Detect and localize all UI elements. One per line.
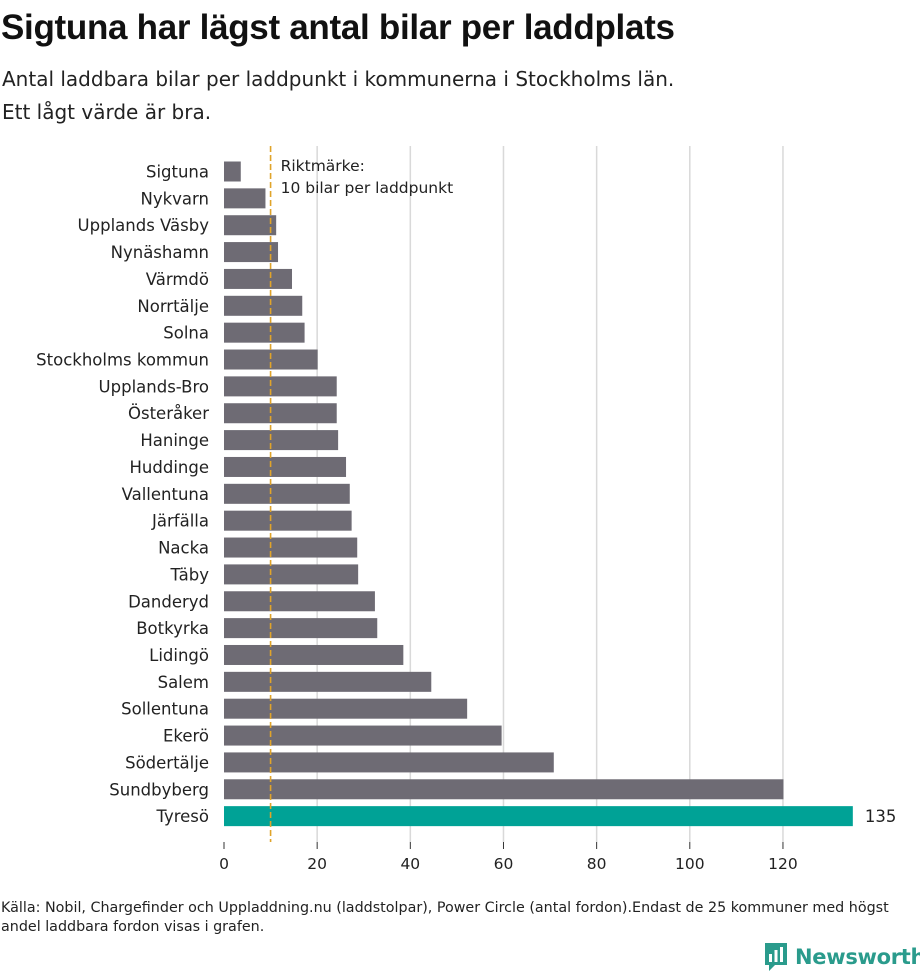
category-label: Nykvarn [141, 189, 210, 208]
category-label: Södertälje [125, 753, 209, 772]
x-tick-label: 20 [307, 855, 327, 873]
bar [224, 268, 293, 289]
x-axis: 0 20 40 60 80 100 120 [219, 842, 798, 873]
category-label: Salem [158, 673, 209, 692]
bar [224, 564, 359, 585]
x-tick-label: 40 [400, 855, 420, 873]
bar [224, 430, 339, 451]
category-label: Järfälla [151, 512, 209, 531]
category-label: Haninge [140, 431, 209, 450]
category-label: Sigtuna [146, 163, 209, 182]
bar [224, 295, 303, 316]
category-label: Lidingö [149, 646, 209, 665]
bar [224, 806, 853, 827]
bar [224, 349, 318, 370]
newsworthy-logo: Newsworthy [763, 940, 920, 974]
reference-label-line-2: 10 bilar per laddpunkt [281, 179, 454, 197]
bar [224, 242, 279, 263]
value-label: 135 [865, 807, 897, 826]
chart-subtitle: Antal laddbara bilar per laddpunkt i kom… [2, 63, 902, 129]
bar [224, 725, 502, 746]
category-label: Upplands Väsby [78, 216, 210, 235]
bar [224, 376, 337, 397]
bar [224, 510, 352, 531]
category-label: Upplands-Bro [99, 377, 209, 396]
x-tick-label: 0 [219, 855, 229, 873]
x-tick-label: 100 [675, 855, 705, 873]
bar [224, 779, 784, 800]
category-label: Botkyrka [136, 619, 209, 638]
bar [224, 456, 347, 477]
subtitle-line-1: Antal laddbara bilar per laddpunkt i kom… [2, 67, 675, 91]
category-label: Vallentuna [122, 485, 209, 504]
category-label: Värmdö [146, 270, 209, 289]
category-label: Tyresö [155, 807, 209, 826]
newsworthy-logo-icon [765, 943, 787, 971]
bar [224, 698, 468, 719]
bar [224, 537, 358, 558]
bar [224, 215, 277, 236]
category-label: Huddinge [130, 458, 209, 477]
category-label: Sollentuna [121, 700, 209, 719]
bar [224, 752, 554, 773]
category-label: Stockholms kommun [36, 351, 209, 370]
category-label: Norrtälje [137, 297, 209, 316]
reference-line-group: Riktmärke: 10 bilar per laddpunkt [269, 146, 454, 842]
category-label: Danderyd [128, 592, 209, 611]
category-label: Ekerö [163, 727, 209, 746]
category-label: Nacka [158, 539, 209, 558]
bar [224, 618, 378, 639]
subtitle-line-2: Ett lågt värde är bra. [2, 100, 212, 124]
bar [224, 322, 305, 343]
x-tick-label: 80 [587, 855, 607, 873]
category-label: Solna [163, 324, 209, 343]
bar [224, 483, 350, 504]
category-label: Österåker [128, 404, 209, 423]
bar [224, 644, 404, 665]
brand-name: Newsworthy [795, 945, 920, 969]
x-tick-label: 60 [494, 855, 514, 873]
category-label: Täby [169, 565, 209, 584]
bar [224, 161, 241, 182]
category-labels: Sigtuna Nykvarn Upplands Väsby Nynäshamn Vär… [36, 163, 209, 827]
category-label: Nynäshamn [111, 243, 209, 262]
bar [224, 671, 432, 692]
x-tick-label: 120 [768, 855, 798, 873]
bar [224, 403, 337, 424]
bar [224, 188, 266, 209]
category-label: Sundbyberg [109, 780, 209, 799]
bar [224, 591, 375, 612]
source-note: Källa: Nobil, Chargefinder och Uppladdni… [1, 900, 889, 935]
bars: 135 [224, 161, 897, 827]
bar-chart: 135 Sigtuna Nykvarn Upplands Väsby Nynäsham… [36, 146, 897, 873]
chart-title: Sigtuna har lägst antal bilar per laddpl… [1, 8, 675, 47]
reference-label-line-1: Riktmärke: [281, 157, 365, 175]
